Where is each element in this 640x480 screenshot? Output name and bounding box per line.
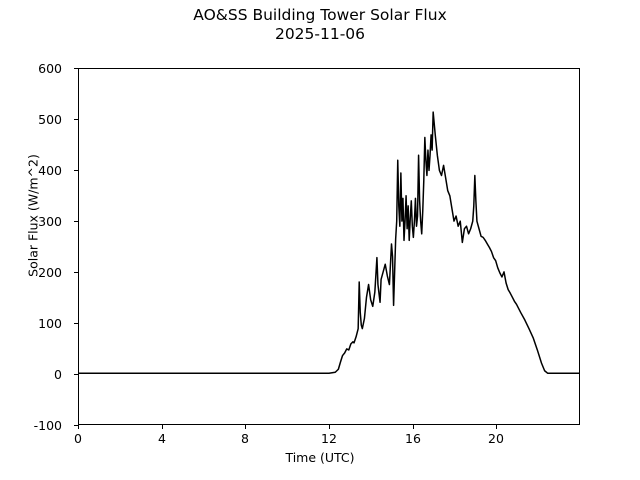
x-tick-label: 16 — [405, 431, 421, 446]
y-tick-mark — [74, 323, 78, 324]
y-tick-label: 0 — [54, 367, 62, 382]
y-tick-mark — [74, 68, 78, 69]
x-tick-label: 20 — [488, 431, 504, 446]
solar-flux-series-line — [79, 111, 579, 375]
chart-title: AO&SS Building Tower Solar Flux — [193, 6, 447, 24]
x-tick-label: 4 — [158, 431, 166, 446]
y-tick-mark — [74, 374, 78, 375]
x-tick-label: 0 — [74, 431, 82, 446]
plot-area — [78, 68, 580, 425]
y-tick-mark — [74, 425, 78, 426]
x-tick-mark — [329, 425, 330, 429]
y-tick-label: -100 — [33, 418, 62, 433]
chart-title-block: AO&SS Building Tower Solar Flux 2025-11-… — [0, 6, 640, 44]
x-tick-mark — [413, 425, 414, 429]
y-tick-mark — [74, 272, 78, 273]
x-tick-mark — [496, 425, 497, 429]
x-tick-mark — [78, 425, 79, 429]
y-tick-label: 400 — [38, 163, 62, 178]
x-tick-label: 8 — [241, 431, 249, 446]
y-tick-label: 600 — [38, 61, 62, 76]
y-tick-mark — [74, 221, 78, 222]
y-tick-label: 300 — [38, 214, 62, 229]
x-tick-mark — [162, 425, 163, 429]
chart-subtitle: 2025-11-06 — [274, 25, 366, 43]
x-axis-label: Time (UTC) — [285, 450, 355, 465]
y-tick-label: 100 — [38, 316, 62, 331]
y-tick-mark — [74, 119, 78, 120]
y-tick-label: 500 — [38, 112, 62, 127]
x-tick-label: 12 — [321, 431, 337, 446]
y-tick-mark — [74, 170, 78, 171]
solar-flux-line-chart — [79, 111, 579, 375]
y-tick-label: 200 — [38, 265, 62, 280]
x-tick-mark — [245, 425, 246, 429]
